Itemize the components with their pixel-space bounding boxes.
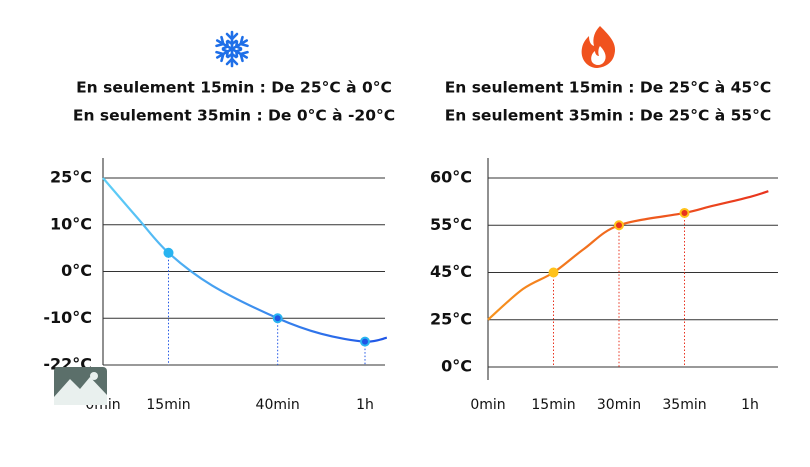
y-tick-label: 55°C: [430, 215, 472, 234]
y-tick-label: -10°C: [43, 308, 92, 327]
x-tick-label: 0min: [470, 397, 505, 413]
marker: [272, 313, 283, 324]
x-tick-label: 15min: [531, 397, 575, 413]
marker: [548, 267, 559, 278]
image-icon: [54, 367, 107, 405]
x-tick-label: 40min: [256, 397, 300, 413]
flame-icon: [581, 26, 616, 68]
y-tick-label: 25°C: [430, 309, 472, 328]
curve: [487, 190, 769, 321]
x-tick-label: 15min: [146, 397, 190, 413]
y-tick-label: 10°C: [50, 214, 92, 233]
marker: [614, 220, 624, 231]
y-tick-label: 0°C: [61, 261, 92, 280]
marker: [360, 336, 370, 347]
x-tick-label: 35min: [662, 397, 706, 413]
x-tick-label: 30min: [597, 397, 641, 413]
x-tick-label: 1h: [741, 397, 759, 413]
snowflake-icon: [213, 30, 251, 68]
y-tick-label: 60°C: [430, 168, 472, 187]
curve: [102, 177, 388, 343]
header-line: En seulement 15min : De 25°C à 0°C: [76, 79, 392, 97]
y-tick-label: 45°C: [430, 262, 472, 281]
x-tick-label: 1h: [356, 397, 374, 413]
header-line: En seulement 35min : De 25°C à 55°C: [445, 107, 772, 125]
header-line: En seulement 15min : De 25°C à 45°C: [445, 79, 772, 97]
y-tick-label: 0°C: [441, 357, 472, 376]
y-tick-label: 25°C: [50, 168, 92, 187]
header-line: En seulement 35min : De 0°C à -20°C: [73, 107, 395, 125]
marker: [679, 207, 690, 218]
marker: [163, 247, 174, 258]
